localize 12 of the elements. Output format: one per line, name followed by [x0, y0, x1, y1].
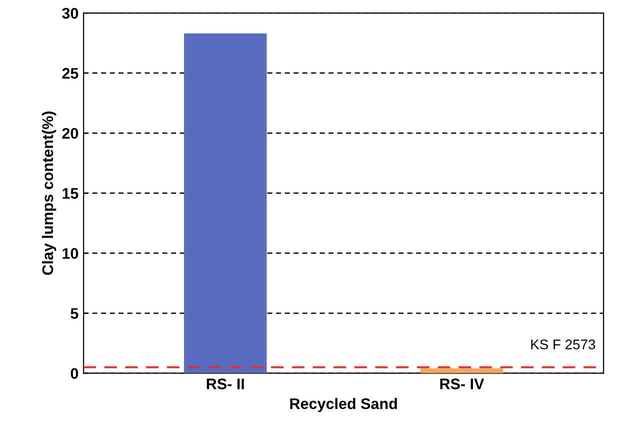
y-tick-label: 20 [62, 128, 78, 139]
y-tick-label: 0 [70, 368, 78, 379]
x-axis-title: Recycled Sand [290, 398, 397, 412]
x-tick-label: RS- II [206, 378, 244, 390]
y-tick-label: 25 [62, 68, 78, 79]
y-tick-label: 15 [62, 188, 78, 199]
y-tick-label: 5 [70, 308, 78, 319]
y-tick-label: 10 [62, 248, 78, 259]
y-tick-label: 30 [62, 8, 78, 19]
x-tick-label: RS- IV [440, 378, 484, 390]
y-axis-title: Clay lumps content(%) [42, 112, 56, 275]
ref-line-label: KS F 2573 [531, 340, 596, 350]
